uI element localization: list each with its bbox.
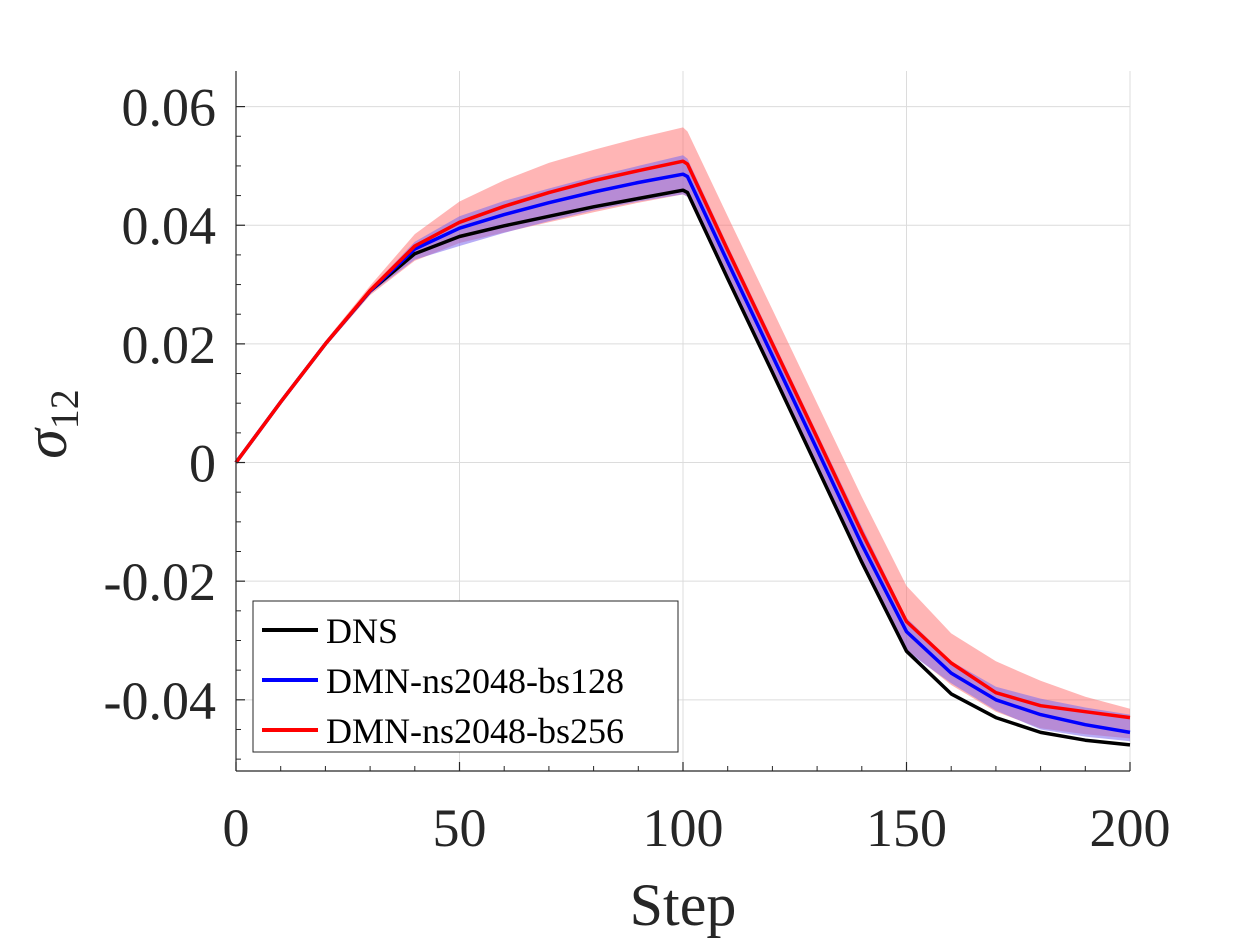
x-tick-label: 100 (643, 798, 724, 858)
y-tick-label: -0.04 (104, 671, 216, 731)
series-line-DMN-ns2048-bs256 (234, 159, 1131, 720)
legend-box (252, 600, 679, 753)
legend-label-dns: DNS (326, 611, 398, 651)
ticks (235, 105, 1131, 771)
legend: DNS DMN-ns2048-bs128 DMN-ns2048-bs256 (252, 600, 679, 753)
y-axis-title: σ12 (13, 389, 87, 459)
y-axis-subscript: 12 (42, 389, 87, 429)
x-tick-label: 200 (1090, 798, 1171, 858)
legend-label-bs256: DMN-ns2048-bs256 (326, 711, 624, 751)
y-tick-label: 0 (189, 434, 216, 494)
y-axis-symbol: σ (13, 427, 79, 459)
y-tick-label: 0.06 (122, 78, 217, 138)
y-tick-label: -0.02 (104, 552, 216, 612)
series-lines (234, 159, 1131, 747)
x-tick-label: 150 (866, 798, 947, 858)
legend-label-bs128: DMN-ns2048-bs128 (326, 661, 624, 701)
x-tick-label: 50 (433, 798, 487, 858)
y-tick-label: 0.04 (122, 196, 217, 256)
y-tick-label: 0.02 (122, 315, 217, 375)
tick-labels: 0 50 100 150 200 0.06 0.04 0.02 0 -0.02 -0.04 (104, 78, 1171, 858)
x-axis-title: Step (630, 872, 737, 938)
x-tick-label: 0 (223, 798, 250, 858)
